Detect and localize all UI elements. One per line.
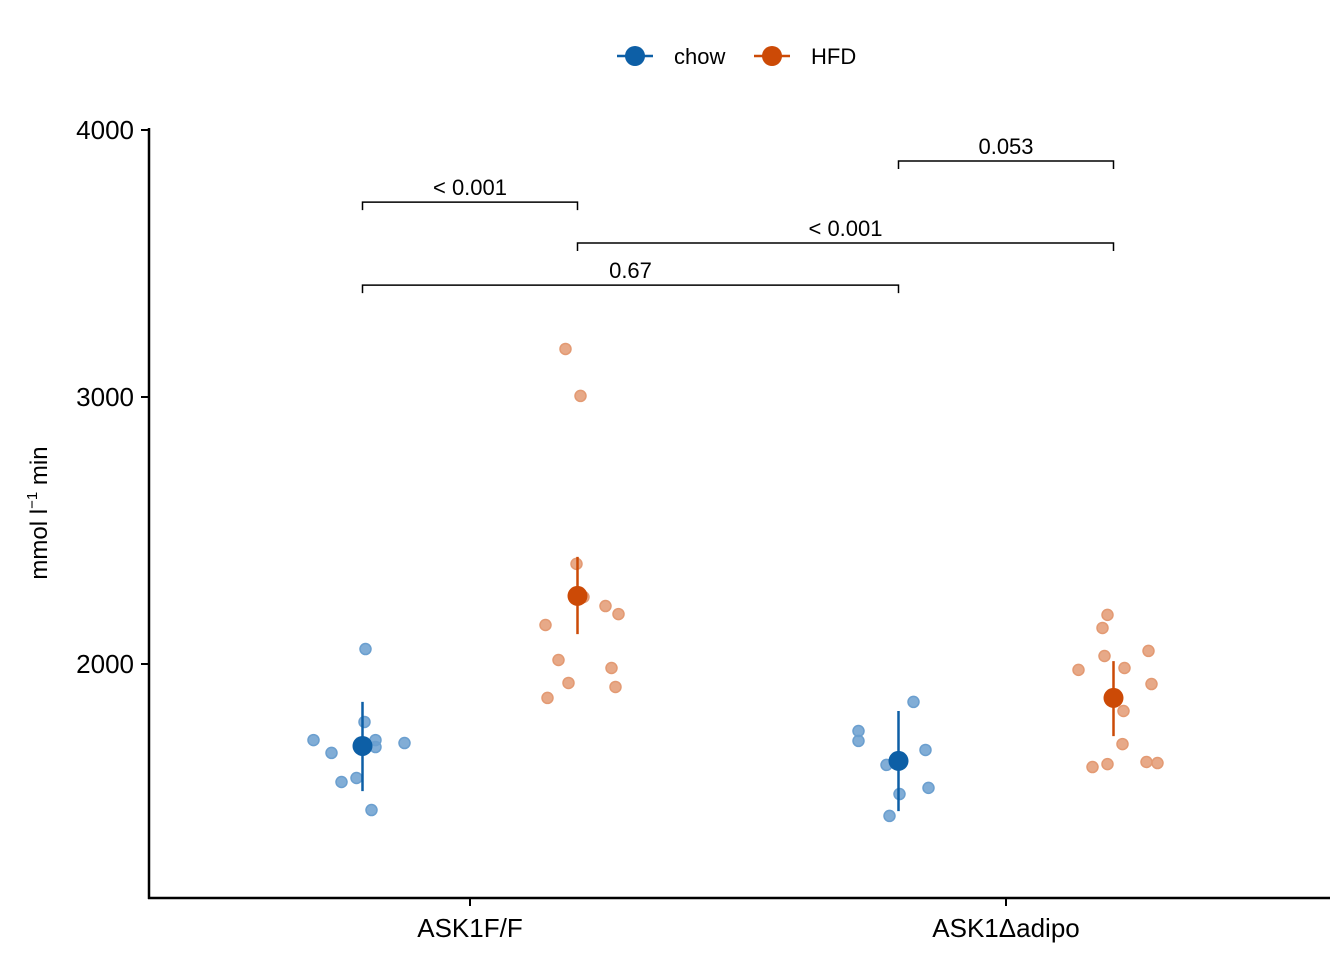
legend-label-hfd: HFD [811,44,856,69]
data-point-hfd [1140,755,1153,769]
p-value-label: < 0.001 [808,216,882,241]
p-value-label: < 0.001 [433,175,507,200]
mean-marker-hfd [1103,687,1124,708]
data-point-hfd [609,680,622,694]
mean-marker-chow [888,750,909,771]
significance-brackets: 0.053 < 0.001 < 0.001 0.67 [361,134,1115,294]
data-point-hfd [1086,760,1099,774]
data-point-hfd [1145,677,1158,691]
legend-item-chow[interactable]: chow [617,44,725,69]
data-points [307,342,1164,823]
y-axis-label-main: mmol l [26,509,53,580]
y-tick-label: 3000 [76,382,134,412]
data-point-hfd [1101,757,1114,771]
data-point-hfd [1116,737,1129,751]
data-point-hfd [574,389,587,403]
data-point-chow [398,736,411,750]
data-point-hfd [562,676,575,690]
data-point-hfd [559,342,572,356]
data-point-hfd [612,607,625,621]
data-point-chow [350,771,363,785]
p-value-label: 0.67 [609,258,652,283]
mean-marker-hfd [567,585,588,606]
data-point-chow [358,715,371,729]
data-point-hfd [1117,704,1130,718]
data-point-hfd [539,618,552,632]
y-tick-label: 4000 [76,115,134,145]
data-point-hfd [1098,649,1111,663]
data-point-hfd [599,599,612,613]
data-point-hfd [1096,621,1109,635]
data-point-hfd [1118,661,1131,675]
data-point-chow [919,743,932,757]
axes: 2000 3000 4000 ASK1F/F ASK1Δadipo mmol l−1 … [24,115,1330,943]
data-point-hfd [1142,644,1155,658]
x-tick-label: ASK1Δadipo [932,913,1079,943]
legend-hfd-marker [762,46,782,66]
y-axis-label: mmol l−1 min [24,446,53,579]
data-point-chow [359,642,372,656]
data-point-chow [365,803,378,817]
x-ticks: ASK1F/F ASK1Δadipo [417,898,1080,943]
data-point-hfd [1101,608,1114,622]
data-point-chow [883,809,896,823]
x-tick-label: ASK1F/F [417,913,522,943]
legend-chow-marker [625,46,645,66]
y-ticks: 2000 3000 4000 [76,115,149,679]
y-axis-label-suffix: min [26,446,53,491]
data-point-chow [852,734,865,748]
significance-bracket [897,160,1115,169]
data-point-chow [335,775,348,789]
significance-bracket [576,242,1115,251]
data-point-chow [907,695,920,709]
legend-item-hfd[interactable]: HFD [754,44,856,69]
mean-error-bars [352,556,1124,812]
data-point-chow [922,781,935,795]
significance-bracket [361,284,900,294]
data-point-hfd [541,691,554,705]
data-point-hfd [1072,663,1085,677]
data-point-chow [307,733,320,747]
data-point-hfd [605,661,618,675]
legend-label-chow: chow [674,44,725,69]
significance-bracket [361,201,579,211]
data-point-chow [325,746,338,760]
legend: chow HFD [617,44,856,69]
data-point-hfd [1151,756,1164,770]
y-axis-label-superscript: −1 [24,492,41,509]
data-point-hfd [552,653,565,667]
mean-marker-chow [352,735,373,756]
p-value-label: 0.053 [978,134,1033,159]
y-tick-label: 2000 [76,649,134,679]
